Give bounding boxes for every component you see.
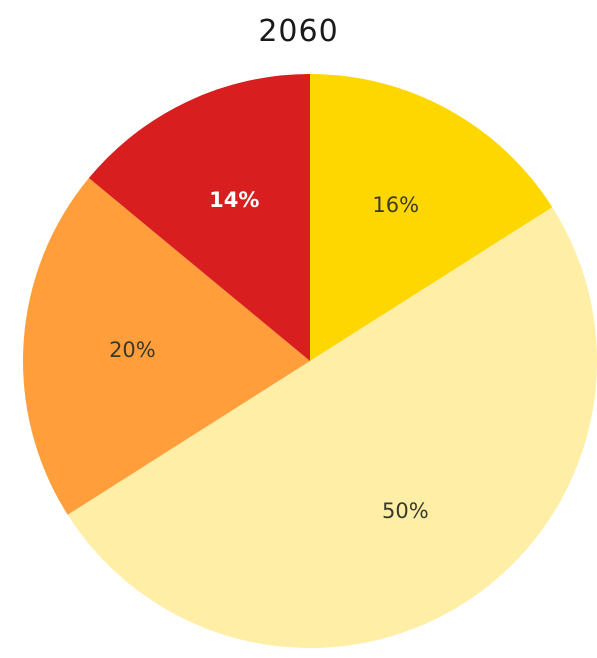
pie-labels: 16% 50% 20% 14% xyxy=(109,188,429,523)
pie-slice-20 xyxy=(22,178,310,515)
pie-slices xyxy=(22,73,597,648)
pie-label-14: 14% xyxy=(209,188,259,212)
pie-label-20: 20% xyxy=(109,338,156,362)
pie-label-16: 16% xyxy=(372,193,419,217)
pie-label-50: 50% xyxy=(382,499,429,523)
pie-slice-16 xyxy=(310,74,553,361)
pie-slice-14 xyxy=(88,73,310,361)
pie-slice-50 xyxy=(67,207,597,648)
chart-title: 2060 xyxy=(258,14,339,49)
